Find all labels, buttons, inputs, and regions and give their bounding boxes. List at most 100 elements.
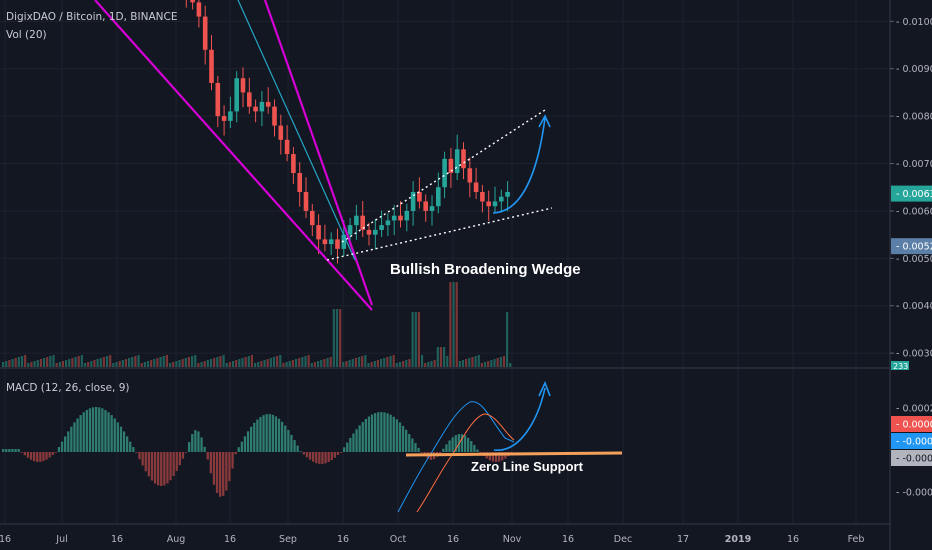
- macd-hist-bar: [51, 452, 54, 456]
- macd-hist-bar: [470, 441, 473, 452]
- x-tick-label: 16: [0, 534, 11, 545]
- volume-bar: [49, 356, 52, 367]
- macd-hist-bar: [305, 452, 309, 458]
- macd-hist-bar: [20, 452, 23, 453]
- volume-bar: [247, 356, 250, 367]
- volume-bar: [96, 359, 99, 367]
- volume-bar: [178, 360, 181, 367]
- volume-bar: [380, 359, 383, 367]
- x-tick-label: Dec: [614, 534, 632, 545]
- macd-hist-bar: [135, 452, 138, 453]
- macd-hist-bar: [163, 452, 166, 486]
- macd-hist-bar: [175, 452, 178, 471]
- volume-bar: [90, 361, 93, 367]
- volume-bar: [46, 357, 49, 367]
- y-tick-label: - 0.009000: [896, 64, 932, 75]
- macd-hist-bar: [116, 422, 119, 452]
- volume-bar: [33, 361, 36, 367]
- macd-hist-bar: [42, 452, 45, 462]
- volume-bar: [216, 357, 219, 367]
- volume-badge: [891, 361, 909, 370]
- macd-hist-bar: [178, 452, 181, 466]
- macd-hist-bar: [57, 447, 61, 452]
- macd-hist-bar: [277, 418, 281, 452]
- volume-bar: [342, 362, 345, 367]
- volume-bar: [266, 359, 269, 367]
- volume-bar: [389, 356, 392, 367]
- candle-body: [209, 49, 214, 83]
- volume-bar: [77, 356, 80, 367]
- macd-hist-bar: [271, 414, 274, 452]
- price-badge: [891, 185, 932, 202]
- macd-hist-bar: [274, 416, 278, 452]
- volume-bar: [39, 359, 42, 367]
- volume-bar: [392, 355, 395, 367]
- candle-body: [423, 201, 428, 211]
- volume-bar: [480, 363, 483, 367]
- macd-hist-bar: [312, 452, 315, 462]
- volume-bar: [134, 356, 137, 367]
- macd-hist-bar: [439, 452, 442, 454]
- macd-hist-bar: [160, 452, 163, 486]
- macd-hist-bar: [85, 409, 88, 452]
- volume-bar: [506, 312, 509, 367]
- candle-body: [265, 101, 271, 107]
- macd-hist-bar: [17, 449, 20, 452]
- broadening-lower-line: [326, 207, 553, 261]
- volume-bar: [509, 363, 512, 367]
- drawing-lines: [94, 0, 553, 311]
- x-tick-label: 17: [677, 534, 689, 545]
- broadening-upper-line: [341, 109, 546, 243]
- macd-hist-bar: [48, 452, 51, 458]
- volume-bar: [402, 361, 405, 367]
- volume-bar: [364, 355, 367, 367]
- candle-body: [234, 78, 239, 112]
- volume-bar: [361, 356, 364, 367]
- candle-body: [505, 191, 510, 197]
- volume-bar: [74, 357, 77, 367]
- volume-bar: [483, 362, 487, 367]
- volume-bar: [71, 358, 74, 367]
- volume-bar: [36, 360, 39, 367]
- volume-bar: [458, 361, 461, 367]
- volume-bar: [288, 361, 291, 367]
- macd-hist-bar: [343, 447, 346, 452]
- price-badge: [891, 238, 932, 255]
- volume-bar: [68, 359, 71, 367]
- volume-bar: [310, 363, 313, 367]
- candle-body: [385, 220, 391, 226]
- macd-hist-bar: [256, 419, 259, 452]
- macd-hist-bar: [144, 452, 147, 472]
- macd-hist-bar: [8, 449, 11, 452]
- macd-hist-bar: [408, 433, 411, 452]
- volume-bar: [11, 359, 14, 367]
- volume-bar: [502, 356, 506, 367]
- volume-bar: [285, 362, 288, 367]
- volume-bar: [439, 347, 443, 367]
- macd-hist-bar: [265, 414, 268, 452]
- candle-body: [398, 215, 403, 221]
- macd-hist-bar: [293, 440, 296, 452]
- candle-body: [360, 215, 365, 230]
- volume-bar: [159, 357, 162, 367]
- x-tick-label: 16: [224, 534, 236, 545]
- volume-bar: [124, 359, 128, 367]
- macd-hist-bar: [2, 449, 5, 452]
- volume-bar: [408, 359, 411, 367]
- volume-bar: [128, 358, 131, 367]
- macd-hist-bar: [141, 452, 144, 466]
- volume-bar: [329, 357, 332, 367]
- volume-bar: [332, 309, 335, 367]
- macd-hist-bar: [166, 452, 169, 484]
- macd-hist-bar: [302, 452, 305, 455]
- volume-bar: [272, 357, 276, 367]
- volume-bar: [87, 362, 90, 367]
- volume-bar: [30, 362, 33, 367]
- candle-body: [347, 225, 353, 235]
- y-tick-label: - 0.008000: [896, 112, 932, 123]
- volume-bar: [405, 360, 408, 367]
- macd-hist-bar: [358, 425, 361, 452]
- macd-hist-bar: [339, 452, 343, 453]
- macd-hist-bar: [184, 452, 188, 453]
- candle-body: [391, 215, 397, 221]
